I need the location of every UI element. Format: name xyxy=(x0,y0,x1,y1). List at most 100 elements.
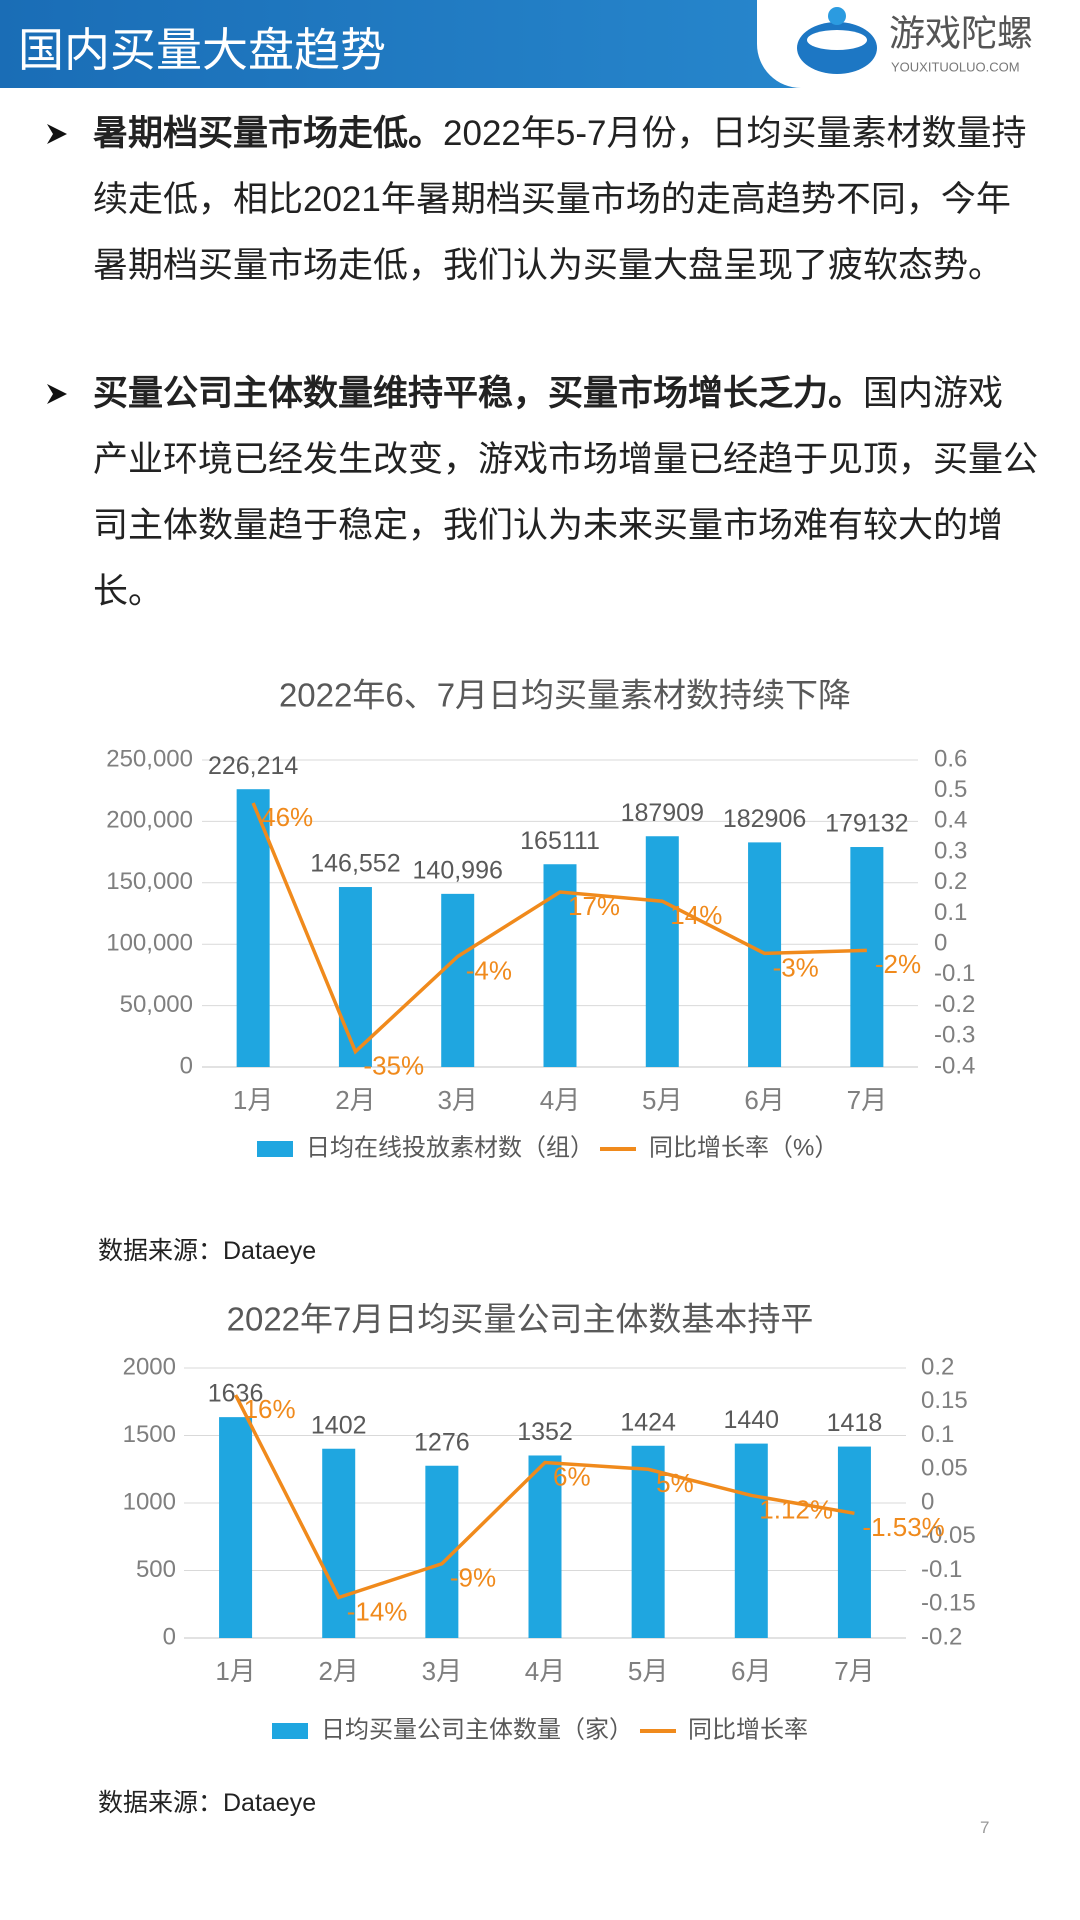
line-value-label: -14% xyxy=(347,1596,408,1626)
x-tick-label: 1月 xyxy=(233,1085,273,1115)
x-tick-label: 7月 xyxy=(847,1085,887,1115)
chart-title: 2022年6、7月日均买量素材数持续下降 xyxy=(279,677,851,714)
bar-value-label: 182906 xyxy=(723,805,806,833)
logo-icon xyxy=(828,7,846,25)
logo: 游戏陀螺 YOUXITUOLUO.COM xyxy=(757,0,1080,88)
bar xyxy=(837,1446,871,1638)
bar-value-label: 165111 xyxy=(520,827,600,855)
y-tick-label: 0 xyxy=(163,1623,176,1650)
x-tick-label: 4月 xyxy=(525,1656,565,1686)
bar xyxy=(441,893,475,1067)
page-number: 7 xyxy=(980,1818,990,1837)
line-value-label: -3% xyxy=(773,952,819,982)
bar xyxy=(322,1448,356,1638)
y-tick-label: 250,000 xyxy=(106,745,193,772)
bullet: 暑期档买量市场走低。2022年5-7月份，日均买量素材数量持续走低，相比2021… xyxy=(93,101,1038,299)
y-tick-label: 100,000 xyxy=(106,930,193,957)
y2-tick-label: 0.2 xyxy=(934,868,967,895)
charts: 2022年6、7月日均买量素材数持续下降 0 50,000 100,000 150,00… xyxy=(106,677,976,1744)
bullet-lead: 买量公司主体数量维持平稳，买量市场增长乏力。 xyxy=(93,374,864,413)
bar xyxy=(528,1455,562,1638)
x-tick-label: 4月 xyxy=(540,1085,580,1115)
y2-tick-label: 0.05 xyxy=(921,1455,968,1482)
source-note: 数据来源：Dataeye xyxy=(98,1237,317,1265)
logo-graphic: 游戏陀螺 YOUXITUOLUO.COM xyxy=(797,7,1033,74)
line-value-label: -4% xyxy=(466,955,512,985)
y-tick-label: 2000 xyxy=(123,1353,176,1380)
line-value-label: 46% xyxy=(261,802,313,832)
line-value-label: 14% xyxy=(670,900,722,930)
bar-value-label: 179132 xyxy=(825,810,908,838)
bar xyxy=(850,847,884,1067)
bar-value-label: 226,214 xyxy=(208,752,298,780)
y2-tick-label: 0.3 xyxy=(934,837,967,864)
bullet: 买量公司主体数量维持平稳，买量市场增长乏力。国内游戏产业环境已经发生改变，游戏市… xyxy=(93,361,1038,625)
y2-tick-label: -0.15 xyxy=(921,1590,976,1617)
x-tick-label: 6月 xyxy=(744,1085,784,1115)
x-tick-label: 7月 xyxy=(834,1656,874,1686)
y2-tick-label: -0.4 xyxy=(934,1052,975,1079)
line-value-label: -2% xyxy=(875,949,921,979)
y2-tick-label: 0.1 xyxy=(921,1421,954,1448)
bar-value-label: 1440 xyxy=(723,1406,779,1434)
line-value-label: -35% xyxy=(363,1051,424,1081)
bar xyxy=(236,789,270,1067)
bullet-lead: 暑期档买量市场走低。 xyxy=(93,114,444,153)
y-tick-label: 200,000 xyxy=(106,807,193,834)
bar xyxy=(338,887,372,1067)
y2-tick-label: -0.2 xyxy=(934,991,975,1018)
y2-tick-label: 0.6 xyxy=(934,745,967,772)
y2-tick-label: -0.1 xyxy=(921,1556,962,1583)
y-tick-label: 1500 xyxy=(123,1421,176,1448)
y-tick-label: 150,000 xyxy=(106,868,193,895)
bullet-text: 2022年5-7月份，日均买量素材数量持续走低，相比2021年暑期档买量市场的走… xyxy=(93,114,1027,285)
bullet-text: 国内游戏产业环境已经发生改变，游戏市场增量已经趋于见顶，买量公司主体数量趋于稳定… xyxy=(93,374,1039,611)
x-tick-label: 3月 xyxy=(437,1085,477,1115)
line xyxy=(234,1394,855,1600)
legend-label: 同比增长率 xyxy=(688,1716,808,1743)
x-tick-label: 2月 xyxy=(318,1656,358,1686)
x-tick-label: 5月 xyxy=(642,1085,682,1115)
line-value-label: 17% xyxy=(568,891,620,921)
y-tick-label: 50,000 xyxy=(120,991,193,1018)
y2-tick-label: -0.2 xyxy=(921,1623,962,1650)
header-title: 国内买量大盘趋势 xyxy=(18,24,386,76)
bar-value-label: 1424 xyxy=(620,1408,676,1436)
legend-label: 日均在线投放素材数（组） xyxy=(306,1134,594,1161)
legend-swatch xyxy=(272,1723,308,1739)
legend-label: 日均买量公司主体数量（家） xyxy=(321,1716,633,1743)
y2-tick-label: 0 xyxy=(921,1488,934,1515)
logo-icon xyxy=(807,30,867,50)
bar-value-label: 1418 xyxy=(827,1409,883,1437)
line-value-label: 6% xyxy=(553,1461,591,1491)
y-tick-label: 500 xyxy=(136,1556,176,1583)
bar-value-label: 187909 xyxy=(621,799,704,827)
chart-title: 2022年7月日均买量公司主体数基本持平 xyxy=(227,1301,814,1338)
y-tick-label: 1000 xyxy=(123,1488,176,1515)
y2-tick-label: 0.5 xyxy=(934,776,967,803)
bar-value-label: 1402 xyxy=(311,1411,367,1439)
bar-value-label: 140,996 xyxy=(413,856,503,884)
bar xyxy=(645,836,679,1067)
line-value-label: -9% xyxy=(450,1563,496,1593)
x-tick-label: 6月 xyxy=(731,1656,771,1686)
bullet-arrow xyxy=(47,384,67,404)
bar-value-label: 146,552 xyxy=(310,850,400,878)
y2-tick-label: 0 xyxy=(934,930,947,957)
bar-value-label: 1352 xyxy=(517,1418,573,1446)
bar xyxy=(734,1443,768,1638)
line-value-label: 16% xyxy=(244,1394,296,1424)
line xyxy=(251,802,867,1055)
bullet-arrow xyxy=(47,124,67,144)
x-tick-label: 1月 xyxy=(215,1656,255,1686)
y2-tick-label: -0.3 xyxy=(934,1022,975,1049)
y2-tick-label: -0.05 xyxy=(921,1522,976,1549)
legend-label: 同比增长率（%） xyxy=(649,1134,838,1161)
logo-url: YOUXITUOLUO.COM xyxy=(891,59,1020,74)
y2-tick-label: 0.1 xyxy=(934,899,967,926)
bar-value-label: 1276 xyxy=(414,1428,470,1456)
bar-value-label: 1636 xyxy=(208,1380,264,1408)
y-tick-label: 0 xyxy=(180,1052,193,1079)
legend-swatch xyxy=(257,1141,293,1157)
bar xyxy=(219,1417,253,1638)
